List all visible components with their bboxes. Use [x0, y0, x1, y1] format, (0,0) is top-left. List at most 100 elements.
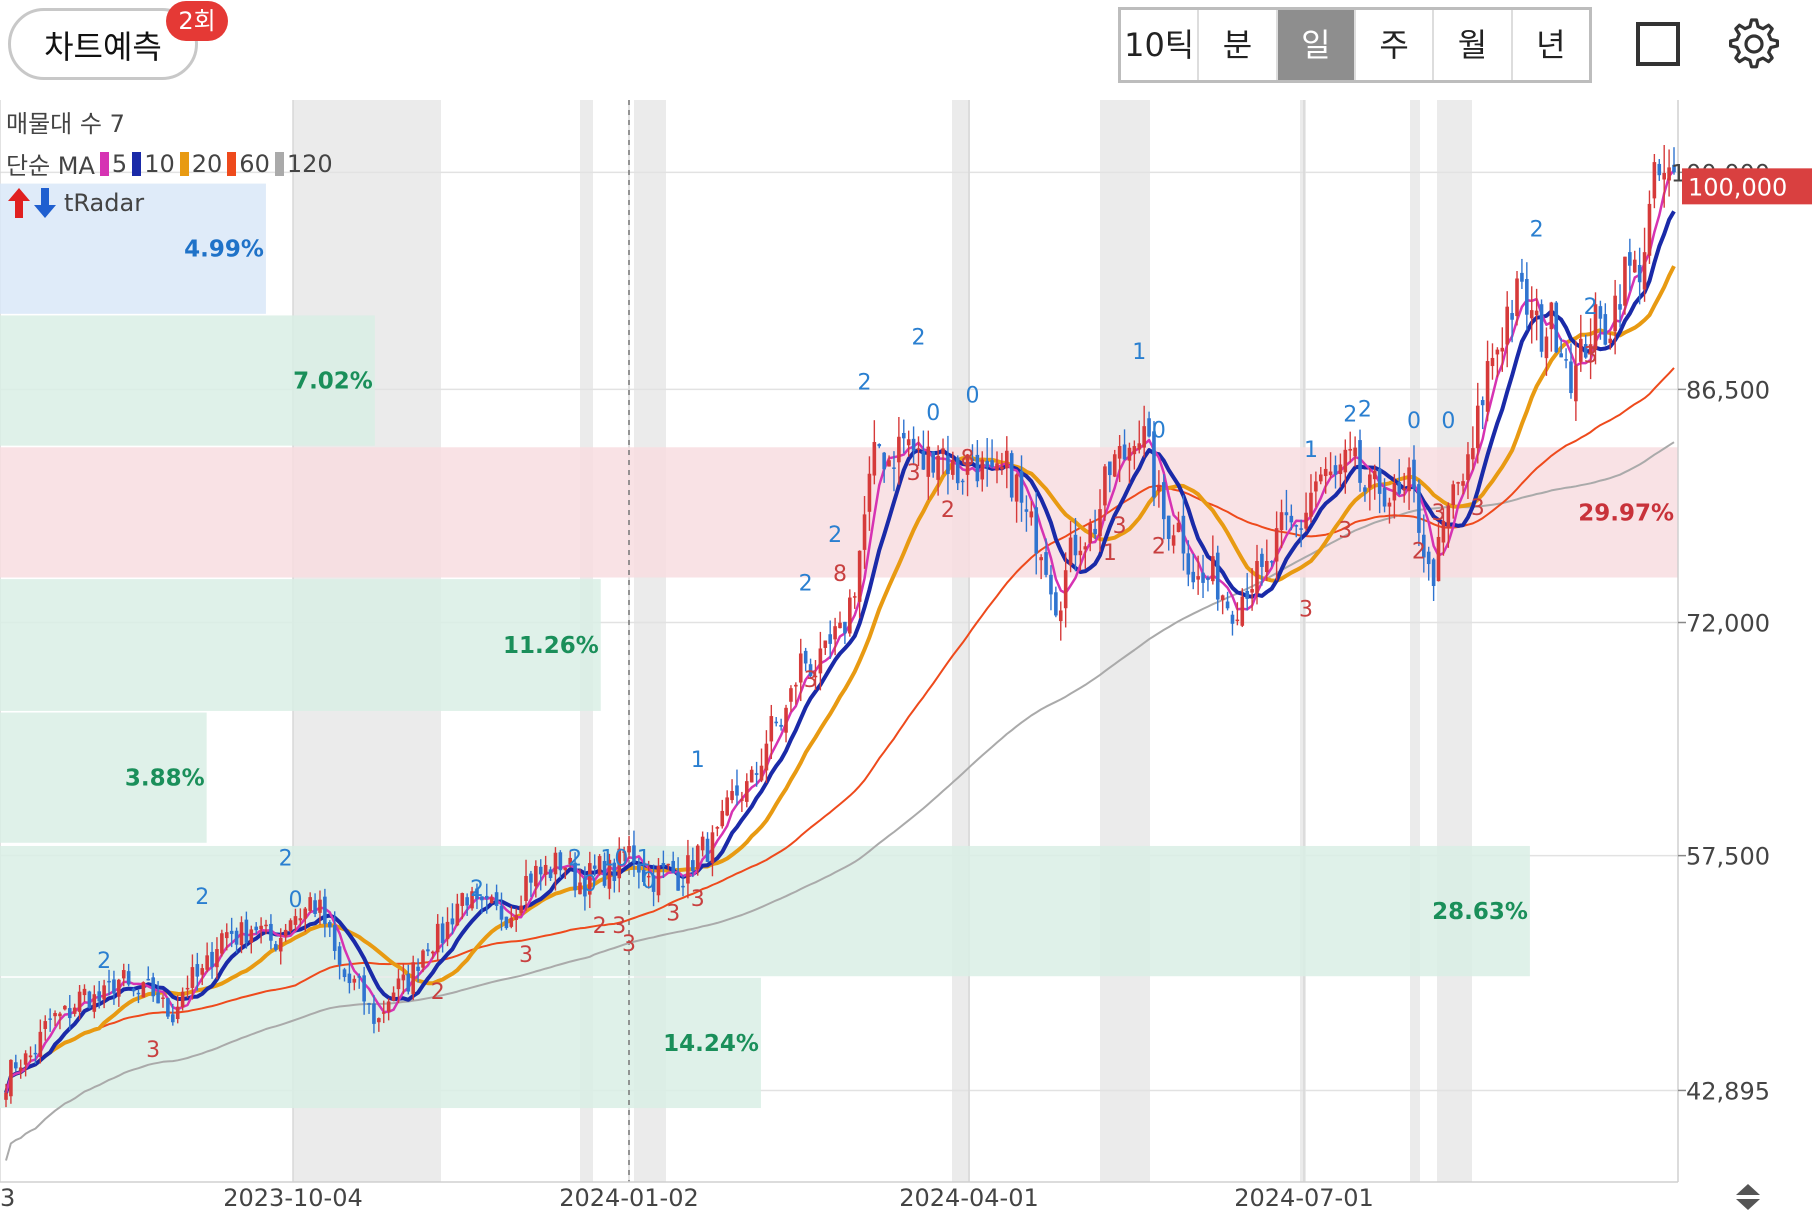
candle-body — [671, 860, 675, 873]
candle-body — [28, 1055, 33, 1058]
candle-body — [740, 799, 744, 801]
candle-body — [450, 918, 455, 925]
tab-month[interactable]: 월 — [1434, 10, 1513, 80]
candle-body — [1475, 405, 1480, 449]
candle-body — [1191, 571, 1196, 583]
candle-body — [1471, 448, 1475, 460]
candle-body — [440, 923, 445, 944]
y-tick-label: 72,000 — [1686, 610, 1770, 638]
time-band — [1410, 100, 1420, 1182]
y-axis-panel — [1678, 100, 1812, 1182]
candle-body — [1166, 515, 1171, 539]
candle-body — [1382, 487, 1387, 507]
candle-body — [9, 1059, 13, 1097]
candle-body — [1662, 172, 1666, 180]
candle-body — [1152, 431, 1156, 498]
volume-profile-percent: 7.02% — [293, 369, 373, 395]
candle-body — [1426, 551, 1431, 565]
chart-predict-button[interactable]: 차트예측 — [8, 8, 198, 80]
tab-10tick[interactable]: 10틱 — [1121, 10, 1200, 80]
ma-legend-prefix: 단순 MA — [6, 152, 95, 180]
candle-body — [1588, 344, 1593, 354]
candle-body — [1279, 512, 1284, 531]
candle-body — [1186, 553, 1191, 575]
signal-mark: 0 — [288, 888, 302, 913]
candle-body — [632, 845, 636, 863]
signal-mark: 10 — [600, 846, 628, 871]
candle-body — [970, 458, 975, 462]
candle-body — [1412, 459, 1416, 489]
candle-body — [1294, 525, 1299, 527]
gear-icon[interactable] — [1724, 14, 1784, 74]
candle-body — [607, 859, 612, 889]
time-band — [952, 100, 970, 1182]
candle-body — [1456, 482, 1460, 484]
candle-body — [911, 438, 916, 451]
candle-body — [347, 973, 352, 984]
candle-body — [1225, 601, 1230, 609]
candle-body — [735, 785, 739, 796]
candle-body — [538, 866, 543, 875]
scroll-updown-icon[interactable] — [1730, 1182, 1766, 1212]
candle-body — [588, 863, 592, 895]
candle-body — [494, 892, 499, 906]
candle-body — [1490, 357, 1495, 367]
candle-body — [308, 897, 312, 911]
volume-profile-bar — [0, 447, 1678, 578]
candle-body — [1368, 474, 1372, 488]
candle-body — [1466, 454, 1470, 480]
tab-minute[interactable]: 분 — [1199, 10, 1278, 80]
candle-body — [676, 872, 680, 891]
candle-body — [1377, 468, 1382, 494]
candle-body — [622, 851, 626, 853]
signal-mark: 2 — [431, 980, 445, 1005]
candle-body — [946, 455, 950, 474]
candle-body — [121, 970, 126, 979]
volume-profile-percent: 11.26% — [503, 633, 599, 659]
candle-body — [195, 964, 200, 977]
signal-mark: 3 — [1432, 501, 1446, 526]
candle-body — [1108, 461, 1112, 476]
candle-body — [558, 852, 563, 871]
candle-body — [641, 869, 646, 883]
candle-body — [112, 979, 116, 994]
candle-body — [1539, 304, 1544, 352]
candle-body — [146, 978, 151, 981]
candle-body — [789, 688, 793, 702]
candle-body — [1549, 302, 1554, 330]
signal-mark: 2 — [1412, 540, 1426, 565]
tab-year[interactable]: 년 — [1536, 26, 1566, 64]
candle-body — [1304, 512, 1308, 529]
candle-body — [1485, 361, 1490, 412]
square-icon[interactable] — [1636, 22, 1680, 66]
candle-body — [259, 925, 263, 930]
candle-body — [1323, 468, 1328, 477]
candle-body — [1495, 349, 1500, 355]
volume-profile-percent: 4.99% — [184, 237, 264, 263]
signal-mark: 1 — [1304, 438, 1318, 463]
candle-body — [686, 855, 690, 884]
candle-body — [1284, 512, 1289, 516]
candle-body — [1392, 483, 1397, 501]
signal-mark: 2 — [941, 498, 955, 523]
candle-body — [813, 675, 818, 678]
candle-body — [136, 992, 141, 995]
signal-mark: 2 — [1358, 398, 1372, 423]
candle-body — [602, 860, 607, 886]
candle-body — [867, 473, 872, 512]
candle-body — [1441, 520, 1446, 543]
x-axis-panel — [0, 1182, 1812, 1213]
signal-mark: 0 — [1407, 409, 1421, 434]
candle-body — [906, 439, 911, 446]
candle-body — [63, 1005, 67, 1010]
candle-body — [1667, 167, 1671, 181]
tab-week[interactable]: 주 — [1356, 10, 1435, 80]
candle-body — [475, 888, 479, 900]
candle-body — [264, 924, 268, 927]
signal-mark: 2 — [593, 914, 607, 939]
candle-body — [1593, 304, 1598, 350]
candle-body — [1461, 481, 1465, 486]
tab-day[interactable]: 일 — [1277, 10, 1356, 80]
candle-body — [33, 1052, 38, 1055]
